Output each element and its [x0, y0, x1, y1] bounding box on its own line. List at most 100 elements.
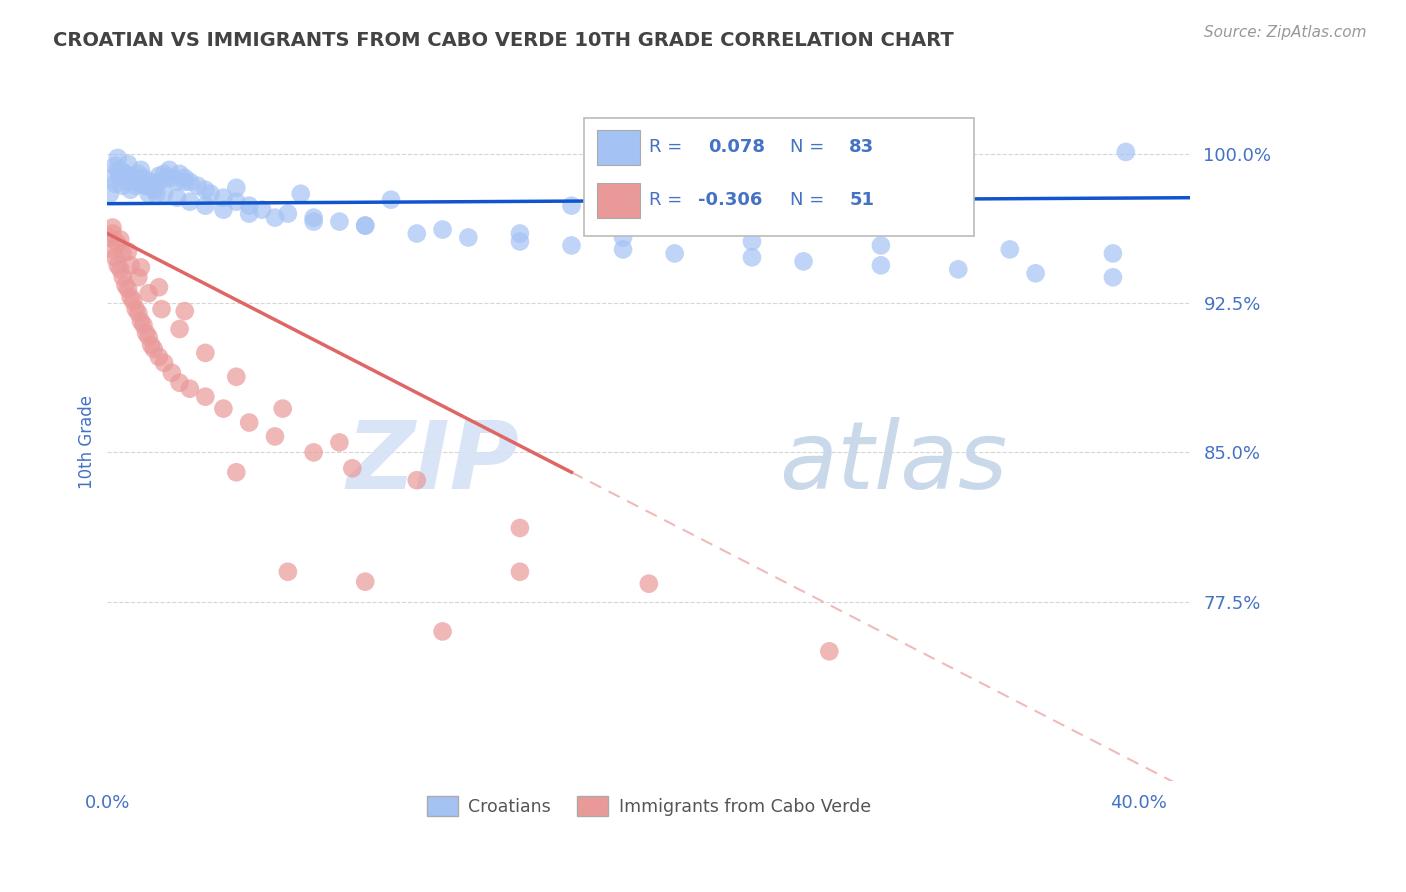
Point — [104, 177, 127, 191]
Text: N =: N = — [790, 138, 824, 156]
Point — [948, 262, 970, 277]
Point — [160, 366, 183, 380]
Point — [354, 574, 377, 589]
Point — [212, 401, 235, 416]
Point — [173, 304, 195, 318]
Point — [129, 162, 152, 177]
Point — [148, 175, 170, 189]
Point — [342, 461, 364, 475]
Point — [148, 350, 170, 364]
Point — [98, 230, 121, 244]
Point — [637, 576, 659, 591]
Point — [793, 254, 815, 268]
FancyBboxPatch shape — [583, 118, 974, 236]
Point — [354, 219, 377, 233]
Text: CROATIAN VS IMMIGRANTS FROM CABO VERDE 10TH GRADE CORRELATION CHART: CROATIAN VS IMMIGRANTS FROM CABO VERDE 1… — [53, 31, 955, 50]
Point — [238, 416, 260, 430]
Point — [120, 290, 142, 304]
Text: ZIP: ZIP — [346, 417, 519, 508]
Point — [127, 167, 149, 181]
Point — [277, 206, 299, 220]
Point — [998, 243, 1021, 257]
Point — [264, 211, 287, 225]
Point — [509, 227, 531, 241]
Point — [179, 382, 201, 396]
Text: R =: R = — [648, 191, 682, 210]
Point — [328, 435, 350, 450]
Point — [98, 186, 121, 201]
Point — [153, 167, 176, 181]
Point — [122, 294, 145, 309]
Point — [560, 199, 582, 213]
Point — [107, 162, 129, 177]
Point — [142, 342, 165, 356]
Point — [114, 167, 136, 181]
Point — [120, 183, 142, 197]
Point — [127, 306, 149, 320]
Point — [148, 280, 170, 294]
Point — [145, 186, 167, 201]
Text: Source: ZipAtlas.com: Source: ZipAtlas.com — [1204, 25, 1367, 40]
Point — [117, 157, 139, 171]
Point — [110, 262, 132, 277]
Point — [138, 186, 160, 201]
Point — [127, 270, 149, 285]
Point — [138, 330, 160, 344]
Point — [169, 167, 191, 181]
Point — [302, 211, 325, 225]
Point — [560, 238, 582, 252]
Point — [405, 473, 427, 487]
Point — [120, 170, 142, 185]
Point — [101, 227, 124, 241]
Text: N =: N = — [790, 191, 824, 210]
Point — [129, 177, 152, 191]
Point — [302, 445, 325, 459]
Point — [818, 644, 841, 658]
Point — [122, 170, 145, 185]
Point — [125, 302, 148, 317]
Point — [114, 167, 136, 181]
Point — [153, 356, 176, 370]
Point — [101, 220, 124, 235]
Point — [250, 202, 273, 217]
Point — [110, 170, 132, 185]
Point — [111, 178, 134, 193]
Point — [1102, 270, 1125, 285]
Point — [354, 219, 377, 233]
Point — [870, 258, 893, 272]
Point — [141, 175, 163, 189]
Point — [741, 251, 763, 265]
Point — [1115, 145, 1137, 159]
Point — [101, 243, 124, 257]
Point — [509, 521, 531, 535]
Point — [1025, 266, 1047, 280]
Point — [104, 159, 127, 173]
Point — [200, 186, 222, 201]
Point — [107, 236, 129, 251]
Legend: Croatians, Immigrants from Cabo Verde: Croatians, Immigrants from Cabo Verde — [420, 789, 877, 822]
Point — [153, 186, 176, 201]
Point — [271, 401, 294, 416]
Point — [173, 170, 195, 185]
Point — [238, 199, 260, 213]
Point — [101, 170, 124, 185]
Point — [127, 175, 149, 189]
Point — [135, 178, 157, 193]
Point — [380, 193, 402, 207]
Point — [160, 170, 183, 185]
Point — [277, 565, 299, 579]
Point — [166, 175, 188, 189]
Point — [194, 183, 217, 197]
Point — [107, 258, 129, 272]
FancyBboxPatch shape — [598, 130, 640, 165]
Point — [111, 246, 134, 260]
Point — [132, 170, 155, 185]
Point — [135, 326, 157, 340]
Point — [238, 206, 260, 220]
Point — [157, 162, 180, 177]
Point — [150, 302, 173, 317]
Point — [117, 244, 139, 259]
Point — [612, 243, 634, 257]
Text: 0.078: 0.078 — [709, 138, 765, 156]
Point — [432, 222, 454, 236]
